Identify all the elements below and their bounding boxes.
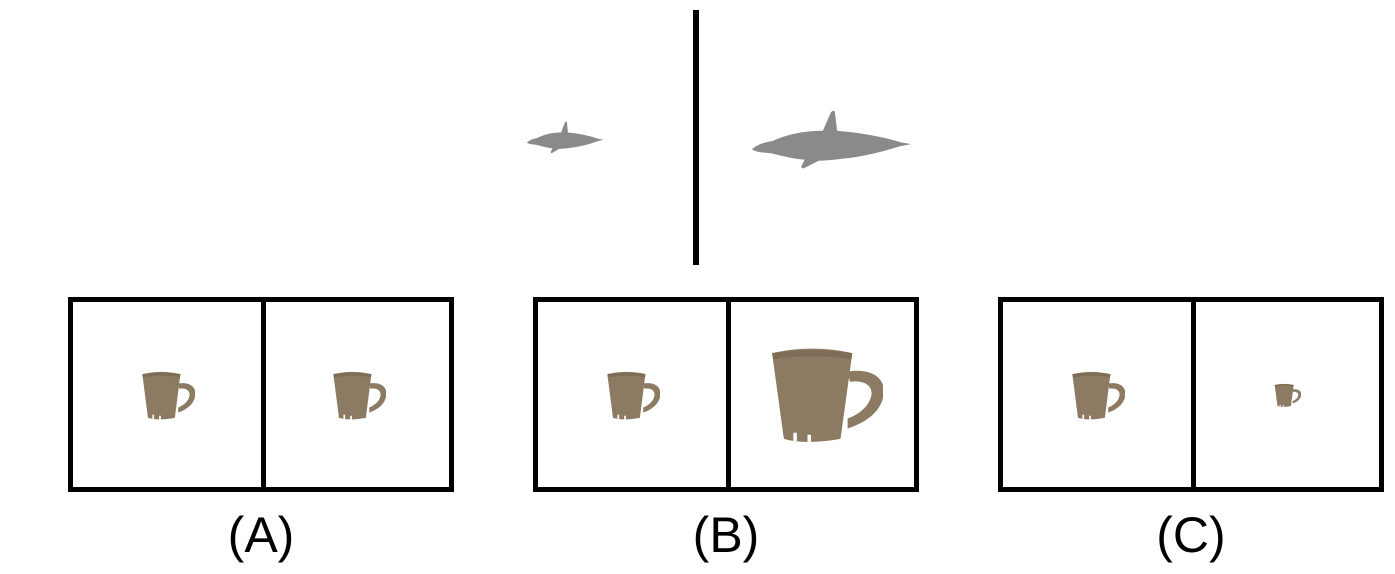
mug-icon-a-left xyxy=(142,371,195,420)
option-a-divider xyxy=(261,302,266,487)
mug-icon-b-left xyxy=(607,371,660,420)
option-c-label: (C) xyxy=(1156,507,1226,563)
mug-icon-a-right xyxy=(333,371,386,420)
option-a-label: (A) xyxy=(227,507,295,563)
dolphin-icon-right xyxy=(752,110,911,169)
mug-icon-b-right xyxy=(772,348,883,442)
mug-icon-c-right xyxy=(1274,383,1301,407)
option-b-divider xyxy=(726,302,731,487)
option-c-divider xyxy=(1191,302,1196,487)
dolphin-icon-left xyxy=(526,121,604,154)
option-a-panel xyxy=(68,297,454,492)
center-divider-line xyxy=(693,10,699,265)
mug-icon-c-left xyxy=(1072,371,1125,420)
option-b-panel xyxy=(533,297,919,492)
option-b-label: (B) xyxy=(692,507,760,563)
option-c-panel xyxy=(998,297,1384,492)
